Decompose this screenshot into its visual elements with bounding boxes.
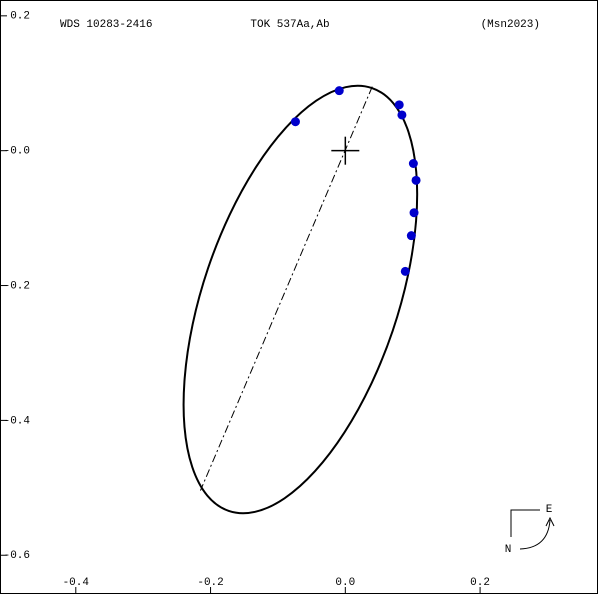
observation [400, 266, 410, 276]
y-tick-label: -0.2 [4, 280, 30, 292]
x-tick-label: -0.2 [197, 577, 223, 589]
compass-east: E [546, 504, 553, 516]
reference: (Msn2023) [481, 19, 540, 31]
y-tick-label: -0.6 [4, 550, 30, 562]
x-tick-label: 0.0 [335, 577, 355, 589]
observation [394, 100, 404, 110]
compass: E N [505, 504, 555, 556]
chart-title: TOK 537Aa,Ab [250, 19, 329, 31]
compass-north: N [505, 544, 512, 556]
y-tick-label: -0.0 [4, 146, 30, 158]
observation [408, 158, 418, 168]
y-tick-label: 0.2 [10, 11, 30, 23]
compass-axes [510, 509, 540, 537]
y-tick-label: -0.4 [4, 415, 31, 427]
observation [411, 175, 421, 185]
x-tick-label: 0.2 [470, 577, 490, 589]
observation [406, 231, 416, 241]
observation [334, 86, 344, 96]
observation [409, 208, 419, 218]
orbit [182, 84, 419, 515]
wds-id: WDS 10283-2416 [60, 19, 152, 31]
observation [397, 110, 407, 120]
x-tick-label: -0.4 [63, 577, 90, 589]
line-of-nodes [199, 86, 373, 491]
compass-arrow [519, 516, 555, 550]
observation [290, 117, 300, 127]
